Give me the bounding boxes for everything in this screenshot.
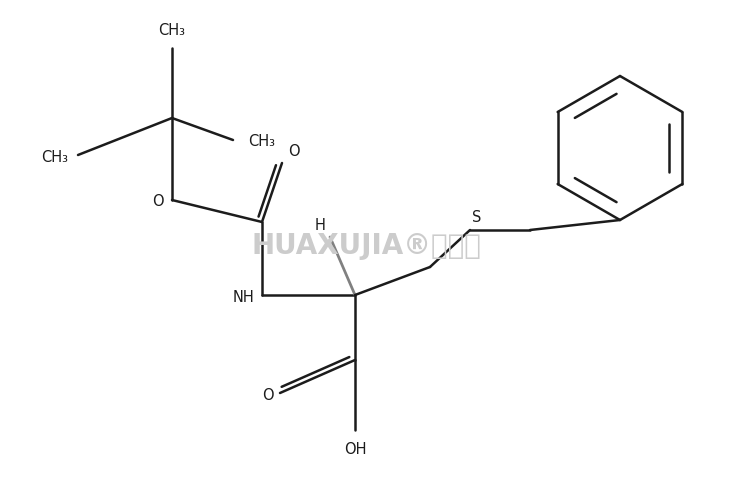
Text: O: O [288,144,299,159]
Text: CH₃: CH₃ [248,135,275,149]
Text: CH₃: CH₃ [159,23,185,38]
Text: OH: OH [344,442,366,457]
Text: O: O [152,194,164,210]
Text: O: O [262,387,274,403]
Text: HUAXUJIA®化学加: HUAXUJIA®化学加 [251,231,481,260]
Text: CH₃: CH₃ [41,149,68,164]
Text: NH: NH [232,290,254,304]
Text: H: H [315,218,326,233]
Text: S: S [472,210,482,225]
